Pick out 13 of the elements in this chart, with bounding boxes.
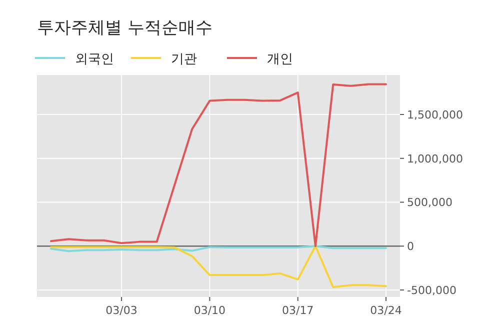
- chart-title: 투자주체별 누적순매수: [37, 18, 212, 38]
- x-tick-label: 03/24: [370, 304, 402, 317]
- y-tick-label: 500,000: [407, 196, 452, 210]
- y-tick-label: 0: [407, 240, 414, 254]
- y-tick-label: 1,000,000: [407, 152, 463, 166]
- y-tick-label: -500,000: [407, 284, 456, 297]
- y-tick-label: 1,500,000: [407, 108, 463, 122]
- legend-label: 외국인: [75, 52, 114, 67]
- x-tick-label: 03/03: [106, 304, 138, 317]
- legend-label: 개인: [267, 52, 293, 67]
- x-tick-label: 03/10: [194, 304, 226, 317]
- legend-label: 기관: [171, 52, 197, 67]
- x-tick-label: 03/17: [282, 304, 314, 317]
